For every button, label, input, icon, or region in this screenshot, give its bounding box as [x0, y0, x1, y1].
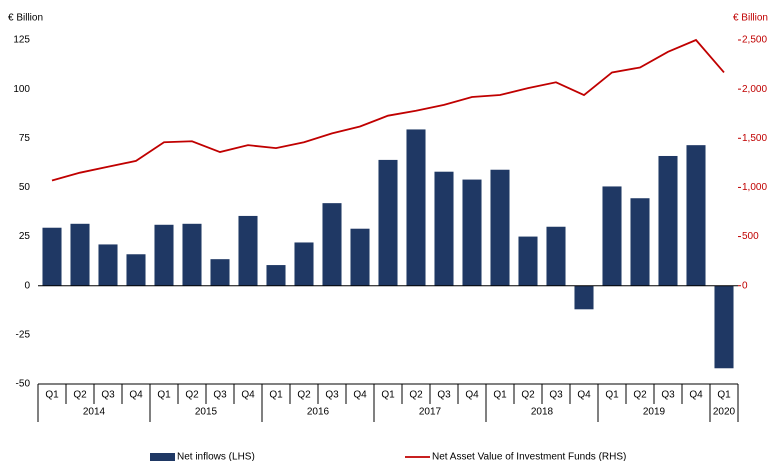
bar: [126, 254, 146, 286]
x-tick-label: Q2: [185, 390, 199, 401]
y-tick-label: -25: [16, 329, 31, 340]
legend-label: Net Asset Value of Investment Funds (RHS…: [432, 452, 626, 461]
bar: [434, 171, 454, 286]
x-tick-label: Q3: [101, 390, 115, 401]
bar: [490, 169, 510, 286]
x-tick-label: Q1: [493, 390, 507, 401]
bar: [322, 203, 342, 286]
x-tick-label: Q2: [521, 390, 535, 401]
y2-axis-label: € Billion: [733, 13, 768, 24]
legend-swatch: [150, 453, 175, 461]
line: [51, 38, 725, 182]
bar: [630, 198, 650, 286]
x-tick-label: Q3: [437, 390, 451, 401]
bar: [518, 236, 538, 286]
year-label: 2017: [419, 407, 442, 418]
bar: [658, 155, 678, 286]
x-tick-label: Q2: [633, 390, 647, 401]
x-tick-label: Q1: [45, 390, 59, 401]
y-tick-label: 75: [19, 133, 31, 144]
year-label: 2014: [83, 407, 106, 418]
x-tick-label: Q4: [577, 390, 591, 401]
y2-tick-label: 500: [742, 231, 759, 242]
x-tick-label: Q2: [409, 390, 423, 401]
y2-tick-label: 2,500: [742, 35, 767, 46]
bar: [154, 224, 174, 286]
bar: [546, 226, 566, 286]
year-label: 2016: [307, 407, 330, 418]
bar: [714, 285, 734, 369]
bar: [602, 186, 622, 286]
y-axis-label: € Billion: [8, 13, 43, 24]
bar: [42, 227, 62, 286]
x-tick-label: Q4: [129, 390, 143, 401]
y2-tick-label: 0: [742, 280, 748, 291]
y-tick-label: 0: [24, 280, 30, 291]
y-tick-label: -50: [16, 379, 31, 390]
x-tick-label: Q2: [297, 390, 311, 401]
bar: [294, 242, 314, 286]
x-tick-label: Q4: [465, 390, 479, 401]
bar: [350, 228, 370, 286]
bar: [238, 215, 258, 286]
bar: [182, 223, 202, 286]
x-tick-label: Q2: [73, 390, 87, 401]
x-tick-label: Q1: [381, 390, 395, 401]
x-tick-label: Q4: [689, 390, 703, 401]
bar: [378, 159, 398, 286]
x-tick-label: Q1: [605, 390, 619, 401]
x-tick-label: Q3: [549, 390, 563, 401]
year-label: 2019: [643, 407, 666, 418]
year-label: 2018: [531, 407, 554, 418]
x-tick-label: Q1: [157, 390, 171, 401]
bar: [210, 259, 230, 286]
bar: [70, 223, 90, 286]
x-tick-label: Q3: [213, 390, 227, 401]
y-tick-label: 125: [13, 35, 30, 46]
year-label: 2020: [713, 407, 736, 418]
x-tick-label: Q4: [241, 390, 255, 401]
y-tick-label: 100: [13, 84, 30, 95]
y2-tick-label: 2,000: [742, 84, 767, 95]
x-tick-label: Q1: [717, 390, 731, 401]
bar: [574, 285, 594, 310]
bar: [686, 145, 706, 286]
x-tick-label: Q1: [269, 390, 283, 401]
y-tick-label: 25: [19, 231, 31, 242]
bar: [406, 129, 426, 286]
year-label: 2015: [195, 407, 218, 418]
y2-tick-label: 1,500: [742, 133, 767, 144]
x-tick-label: Q3: [325, 390, 339, 401]
x-tick-label: Q4: [353, 390, 367, 401]
legend-label: Net inflows (LHS): [177, 452, 255, 461]
bar: [98, 244, 118, 286]
y-tick-label: 50: [19, 182, 31, 193]
x-tick-label: Q3: [661, 390, 675, 401]
y2-tick-label: 1,000: [742, 182, 767, 193]
bar: [266, 265, 286, 286]
bar: [462, 179, 482, 286]
